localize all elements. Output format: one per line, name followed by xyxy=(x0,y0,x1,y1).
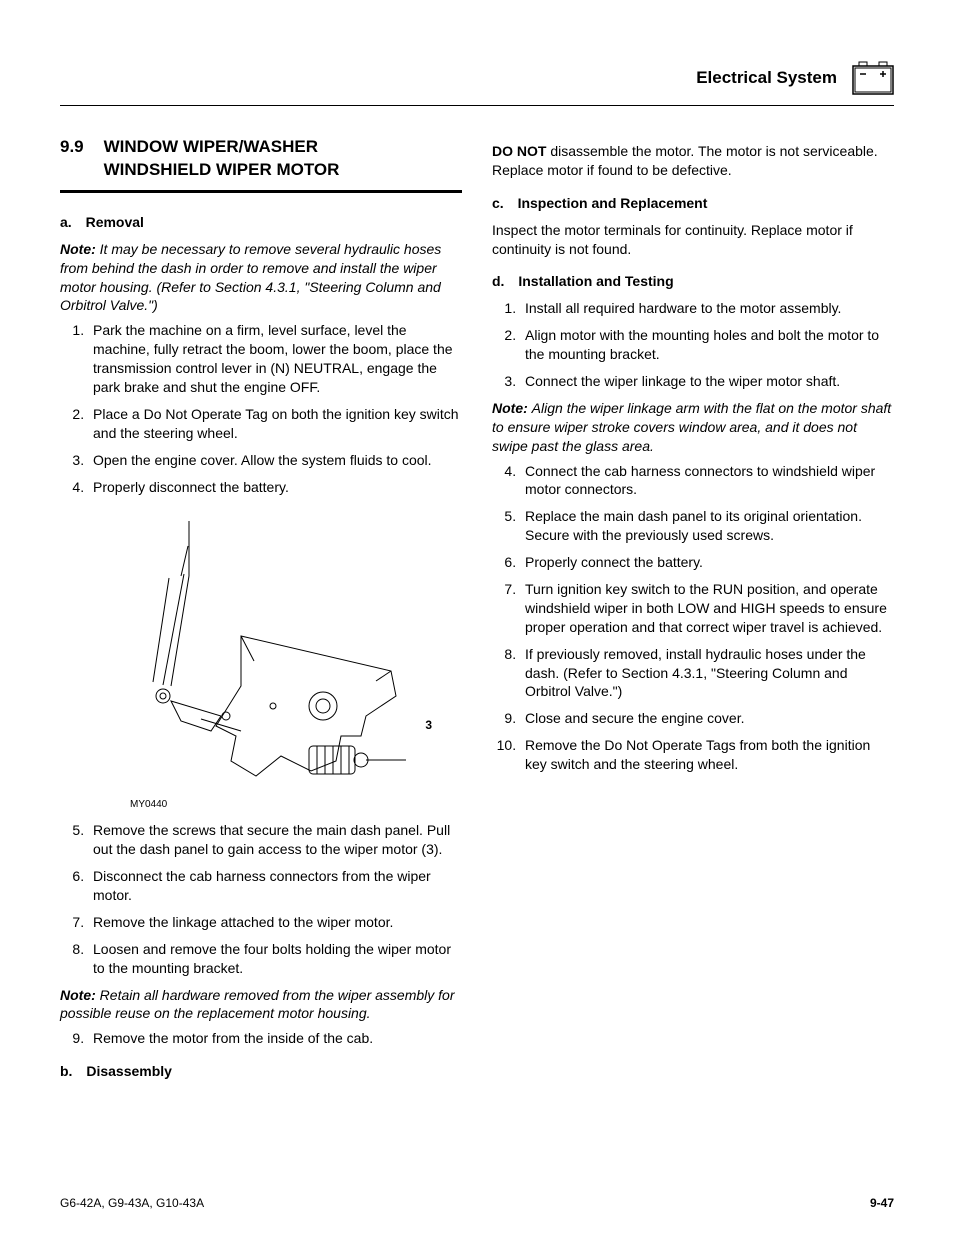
note-3: Note: Align the wiper linkage arm with t… xyxy=(492,399,894,456)
note-3-body: Align the wiper linkage arm with the fla… xyxy=(492,400,891,454)
page-footer: G6-42A, G9-43A, G10-43A 9-47 xyxy=(60,1196,894,1210)
list-item: Close and secure the engine cover. xyxy=(520,709,894,728)
list-item: If previously removed, install hydraulic… xyxy=(520,645,894,702)
subhead-d: d. Installation and Testing xyxy=(492,272,894,291)
section-title: WINDOW WIPER/WASHER WINDSHIELD WIPER MOT… xyxy=(104,136,424,182)
list-item: Remove the linkage attached to the wiper… xyxy=(88,913,462,932)
subhead-c: c. Inspection and Replacement xyxy=(492,194,894,213)
page-header: Electrical System xyxy=(60,60,894,106)
donot-label: DO NOT xyxy=(492,143,546,159)
section-rule xyxy=(60,190,462,193)
footer-models: G6-42A, G9-43A, G10-43A xyxy=(60,1196,204,1210)
list-item: Park the machine on a firm, level surfac… xyxy=(88,321,462,397)
steps-d1: Install all required hardware to the mot… xyxy=(502,299,894,391)
list-item: Loosen and remove the four bolts holding… xyxy=(88,940,462,978)
list-item: Replace the main dash panel to its origi… xyxy=(520,507,894,545)
battery-icon xyxy=(852,60,894,95)
steps-d2: Connect the cab harness connectors to wi… xyxy=(502,462,894,774)
subhead-a-title: Removal xyxy=(86,214,144,230)
list-item: Place a Do Not Operate Tag on both the i… xyxy=(88,405,462,443)
section-number: 9.9 xyxy=(60,136,84,159)
list-item: Align motor with the mounting holes and … xyxy=(520,326,894,364)
left-column: 9.9 WINDOW WIPER/WASHER WINDSHIELD WIPER… xyxy=(60,136,462,1089)
donot-paragraph: DO NOT disassemble the motor. The motor … xyxy=(492,142,894,180)
list-item: Connect the wiper linkage to the wiper m… xyxy=(520,372,894,391)
subhead-d-prefix: d. xyxy=(492,272,504,291)
page: Electrical System 9.9 WINDOW WIPER/WASHE… xyxy=(0,0,954,1235)
footer-page-number: 9-47 xyxy=(870,1196,894,1210)
note-2-label: Note: xyxy=(60,987,96,1003)
subhead-b: b. Disassembly xyxy=(60,1062,462,1081)
list-item: Disconnect the cab harness connectors fr… xyxy=(88,867,462,905)
figure-callout-3: 3 xyxy=(425,717,432,733)
note-3-label: Note: xyxy=(492,400,528,416)
list-item: Install all required hardware to the mot… xyxy=(520,299,894,318)
list-item: Properly disconnect the battery. xyxy=(88,478,462,497)
header-title: Electrical System xyxy=(696,68,837,88)
note-1-label: Note: xyxy=(60,241,96,257)
note-1: Note: It may be necessary to remove seve… xyxy=(60,240,462,316)
section-head: 9.9 WINDOW WIPER/WASHER WINDSHIELD WIPER… xyxy=(60,136,462,182)
list-item: Remove the motor from the inside of the … xyxy=(88,1029,462,1048)
subhead-a: a. Removal xyxy=(60,213,462,232)
list-item: Connect the cab harness connectors to wi… xyxy=(520,462,894,500)
subhead-b-prefix: b. xyxy=(60,1062,72,1081)
figure-wiper-assembly: MY0440 3 xyxy=(60,506,462,811)
list-item: Properly connect the battery. xyxy=(520,553,894,572)
note-1-body: It may be necessary to remove several hy… xyxy=(60,241,441,314)
list-item: Turn ignition key switch to the RUN posi… xyxy=(520,580,894,637)
subhead-c-prefix: c. xyxy=(492,194,504,213)
note-2: Note: Retain all hardware removed from t… xyxy=(60,986,462,1024)
steps-a2: Remove the screws that secure the main d… xyxy=(70,821,462,977)
figure-caption: MY0440 xyxy=(130,798,167,812)
subhead-d-title: Installation and Testing xyxy=(518,273,673,289)
list-item: Remove the Do Not Operate Tags from both… xyxy=(520,736,894,774)
steps-a3: Remove the motor from the inside of the … xyxy=(70,1029,462,1048)
subhead-b-title: Disassembly xyxy=(86,1063,172,1079)
subhead-c-title: Inspection and Replacement xyxy=(518,195,708,211)
list-item: Open the engine cover. Allow the system … xyxy=(88,451,462,470)
note-2-body: Retain all hardware removed from the wip… xyxy=(60,987,454,1022)
steps-a1: Park the machine on a firm, level surfac… xyxy=(70,321,462,496)
c-body: Inspect the motor terminals for continui… xyxy=(492,221,894,259)
content-columns: 9.9 WINDOW WIPER/WASHER WINDSHIELD WIPER… xyxy=(60,136,894,1089)
subhead-a-prefix: a. xyxy=(60,213,72,232)
right-column: DO NOT disassemble the motor. The motor … xyxy=(492,136,894,1089)
donot-body: disassemble the motor. The motor is not … xyxy=(492,143,878,178)
list-item: Remove the screws that secure the main d… xyxy=(88,821,462,859)
